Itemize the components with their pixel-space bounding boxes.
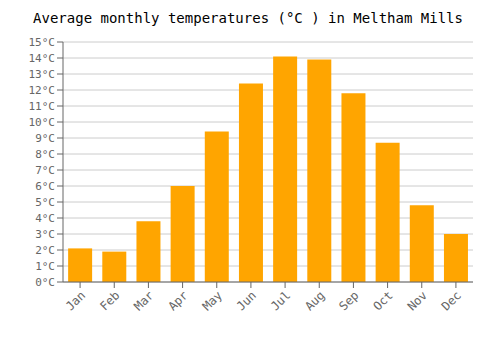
svg-text:Jun: Jun bbox=[234, 288, 259, 313]
svg-text:Jul: Jul bbox=[268, 288, 293, 313]
svg-text:Dec: Dec bbox=[439, 288, 464, 313]
svg-text:13°C: 13°C bbox=[29, 68, 56, 81]
html-text:Average monthly temperatures (: Average monthly temperatures (°C ) in Me… bbox=[33, 10, 463, 26]
svg-text:May: May bbox=[200, 288, 225, 313]
svg-text:Jan: Jan bbox=[63, 288, 88, 313]
svg-text:Aug: Aug bbox=[302, 288, 327, 313]
svg-text:Oct: Oct bbox=[370, 288, 395, 313]
svg-text:8°C: 8°C bbox=[35, 148, 55, 161]
svg-text:5°C: 5°C bbox=[35, 196, 55, 209]
svg-text:0°C: 0°C bbox=[35, 276, 55, 289]
svg-text:6°C: 6°C bbox=[35, 180, 55, 193]
svg-text:1°C: 1°C bbox=[35, 260, 55, 273]
svg-text:4°C: 4°C bbox=[35, 212, 55, 225]
svg-text:12°C: 12°C bbox=[29, 84, 56, 97]
svg-text:14°C: 14°C bbox=[29, 52, 56, 65]
svg-text:Feb: Feb bbox=[97, 288, 122, 313]
svg-text:Sep: Sep bbox=[336, 288, 361, 313]
svg-text:Mar: Mar bbox=[131, 288, 156, 313]
svg-text:10°C: 10°C bbox=[29, 116, 56, 129]
svg-text:Nov: Nov bbox=[405, 288, 430, 313]
svg-text:2°C: 2°C bbox=[35, 244, 55, 257]
svg-text:7°C: 7°C bbox=[35, 164, 55, 177]
svg-text:9°C: 9°C bbox=[35, 132, 55, 145]
svg-text:3°C: 3°C bbox=[35, 228, 55, 241]
svg-text:11°C: 11°C bbox=[29, 100, 56, 113]
svg-text:Apr: Apr bbox=[165, 288, 190, 313]
svg-text:15°C: 15°C bbox=[29, 36, 56, 49]
